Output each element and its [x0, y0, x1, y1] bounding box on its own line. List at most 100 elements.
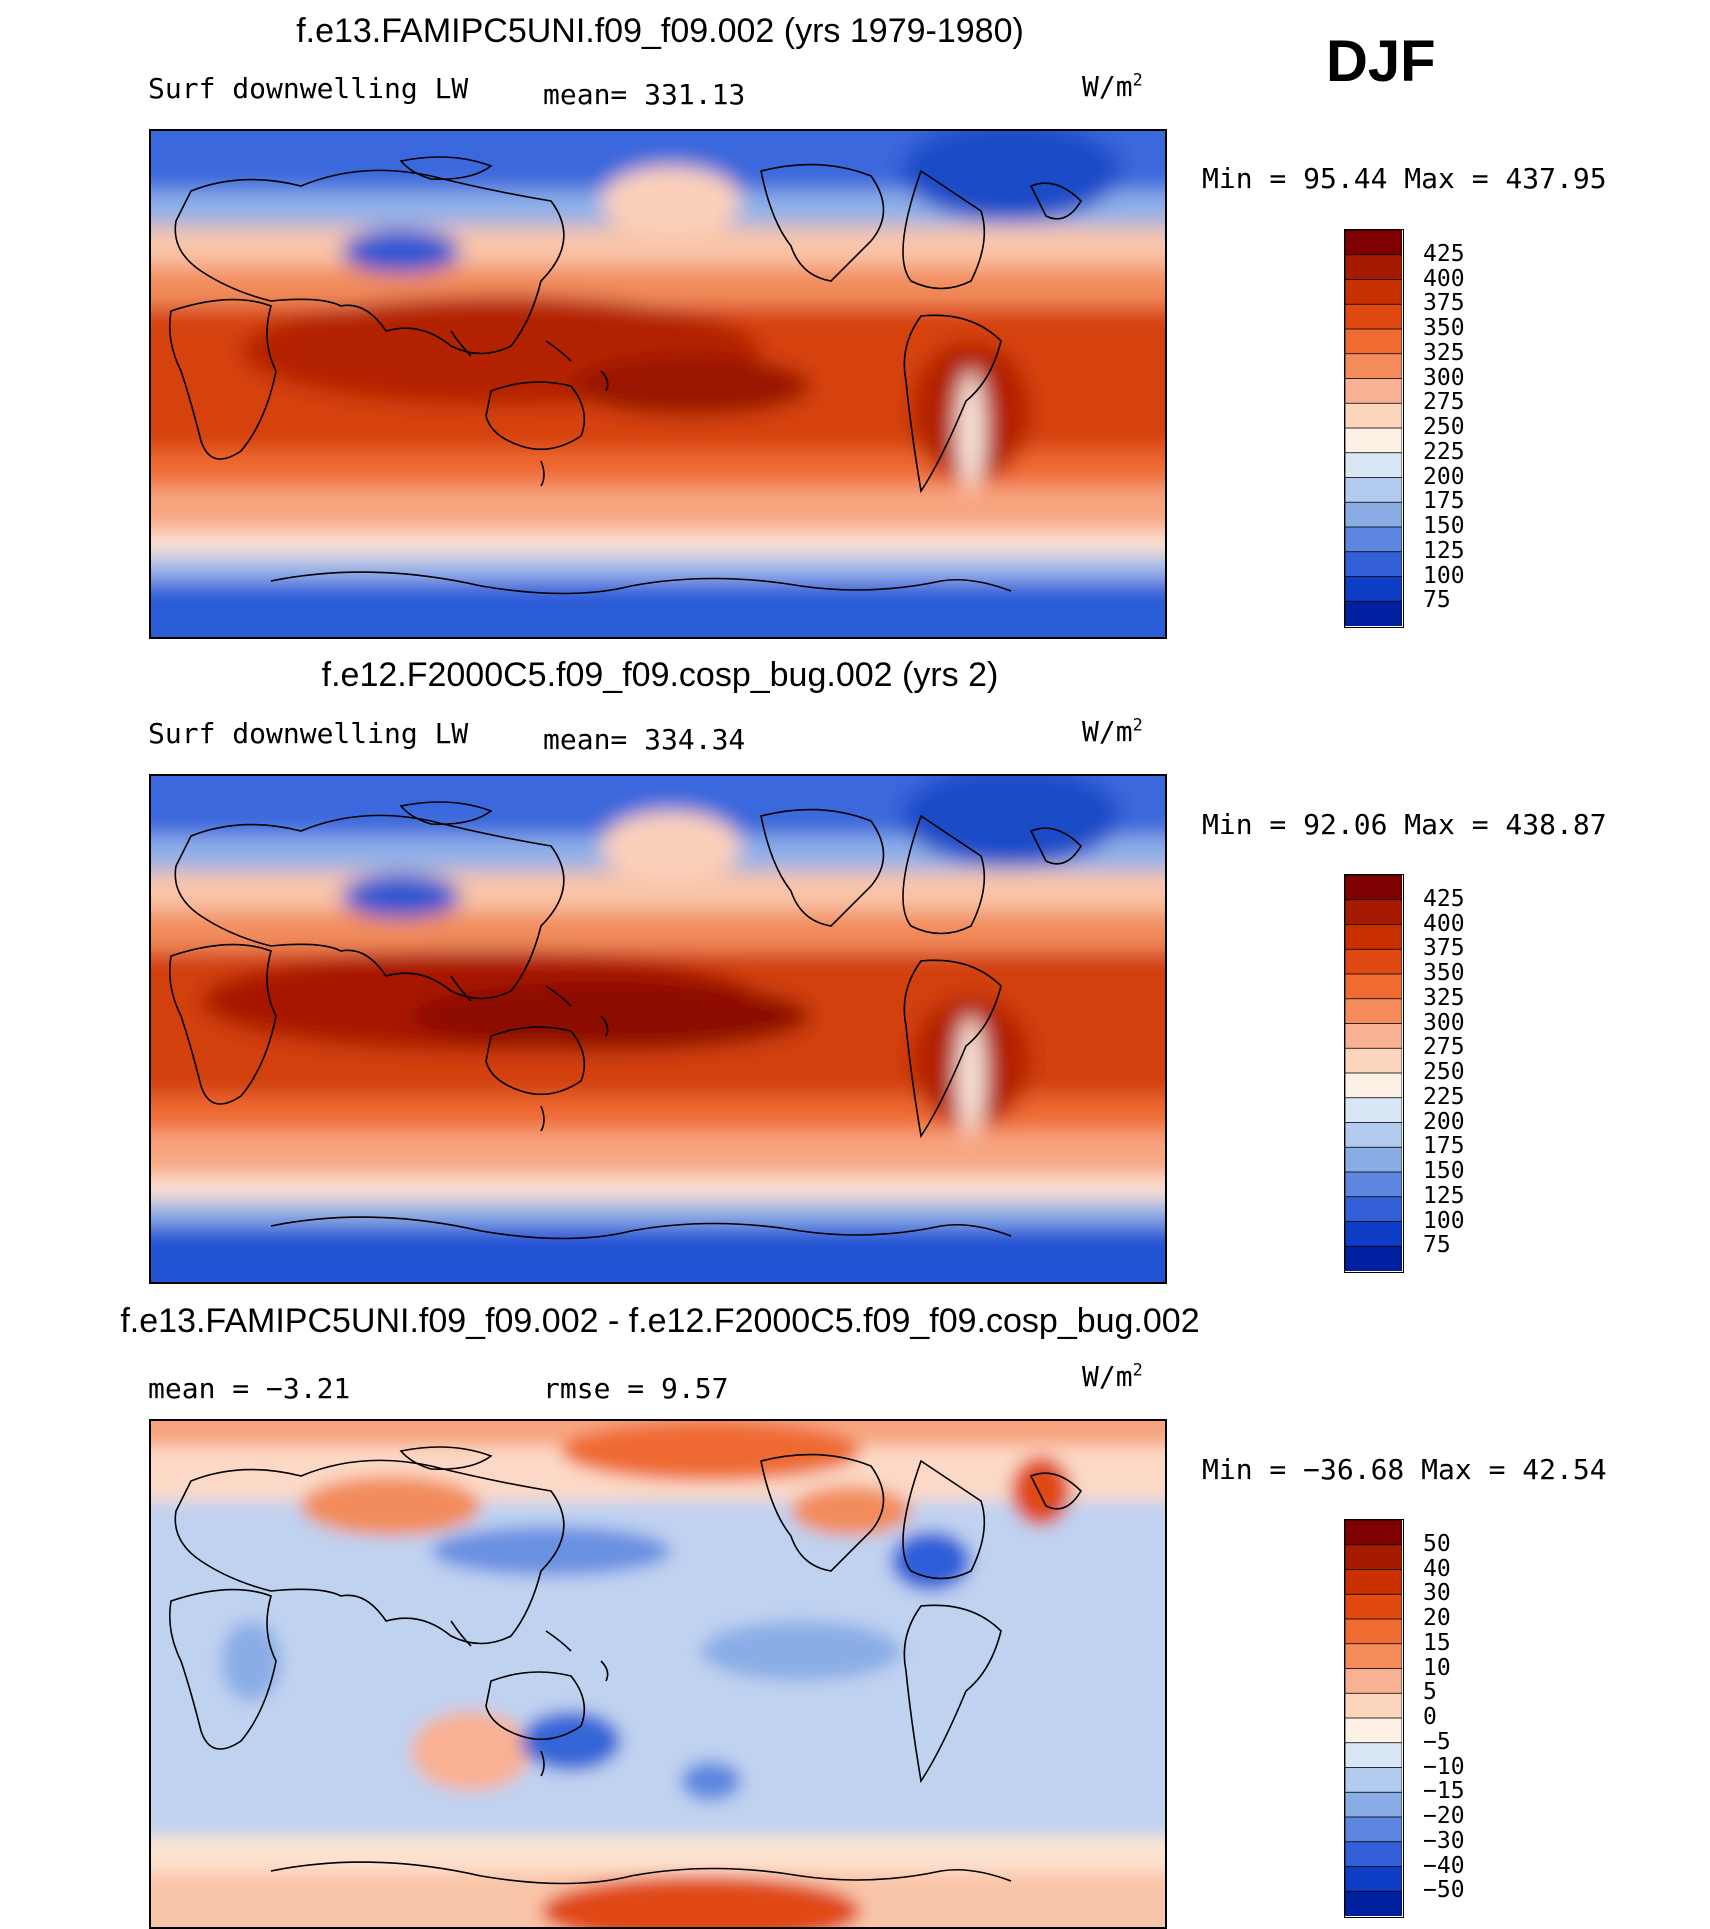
panel2-coastlines	[168, 801, 1083, 1240]
colorbar-swatch	[1345, 477, 1402, 504]
panel2-minmax: Min = 92.06 Max = 438.87	[1202, 808, 1607, 841]
panel1-coastlines	[168, 156, 1083, 595]
panel3-field	[151, 1421, 1165, 1927]
colorbar-tick-label: 425	[1423, 240, 1465, 267]
panel3-colorbar	[1344, 1519, 1404, 1918]
colorbar-tick-label: 250	[1423, 1059, 1465, 1085]
colorbar-swatch	[1345, 551, 1402, 578]
colorbar-tick-label: 425	[1423, 885, 1465, 912]
colorbar-swatch	[1345, 1890, 1402, 1916]
colorbar-tick-label: 225	[1423, 438, 1465, 465]
colorbar-tick-label: 5	[1423, 1679, 1437, 1706]
panel1-title: f.e13.FAMIPC5UNI.f09_f09.002 (yrs 1979-1…	[296, 12, 1024, 50]
colorbar-swatch	[1345, 1520, 1402, 1546]
colorbar-tick-label: 375	[1423, 935, 1465, 962]
panel2-map	[149, 774, 1167, 1284]
colorbar-tick-label: 300	[1423, 364, 1465, 391]
colorbar-tick-label: 325	[1423, 984, 1465, 1011]
colorbar-swatch	[1345, 1171, 1402, 1198]
colorbar-swatch	[1345, 1618, 1402, 1645]
colorbar-tick-label: −10	[1423, 1753, 1465, 1780]
colorbar-tick-label: 0	[1423, 1704, 1437, 1730]
colorbar-swatch	[1345, 402, 1402, 429]
colorbar-swatch	[1345, 1643, 1402, 1670]
panel1-units: W/m2	[1082, 69, 1143, 103]
panel2-title: f.e12.F2000C5.f09_f09.cosp_bug.002 (yrs …	[321, 656, 999, 694]
colorbar-swatch	[1345, 303, 1402, 330]
panel3-rmse-label: rmse = 9.57	[543, 1372, 729, 1405]
colorbar-tick-label: −15	[1423, 1778, 1465, 1805]
colorbar-tick-label: 275	[1423, 1034, 1465, 1061]
colorbar-tick-label: 40	[1423, 1555, 1451, 1582]
colorbar-tick-label: 300	[1423, 1009, 1465, 1036]
colorbar-swatch	[1345, 1593, 1402, 1620]
colorbar-tick-label: 50	[1423, 1530, 1451, 1557]
colorbar-swatch	[1345, 973, 1402, 1000]
colorbar-tick-label: −40	[1423, 1852, 1465, 1879]
colorbar-swatch	[1345, 501, 1402, 528]
colorbar-tick-label: −30	[1423, 1827, 1465, 1854]
colorbar-swatch	[1345, 1717, 1402, 1744]
colorbar-swatch	[1345, 600, 1402, 626]
colorbar-tick-label: 275	[1423, 389, 1465, 416]
colorbar-tick-label: 100	[1423, 1207, 1465, 1234]
panel2-units: W/m2	[1082, 714, 1143, 748]
colorbar-tick-label: 125	[1423, 537, 1465, 564]
colorbar-swatch	[1345, 576, 1402, 603]
colorbar-swatch	[1345, 353, 1402, 380]
colorbar-tick-label: 200	[1423, 463, 1465, 490]
panel3-map	[149, 1419, 1167, 1929]
panel1-map	[149, 129, 1167, 639]
colorbar-swatch	[1345, 1791, 1402, 1818]
colorbar-swatch	[1345, 1221, 1402, 1248]
colorbar-tick-label: 20	[1423, 1605, 1451, 1631]
colorbar-swatch	[1345, 1816, 1402, 1843]
panel3-colorbar-labels: 50 40 30 20 15 10 5 0 −5 −10 −15 −20 −30 −40 −50	[1423, 1530, 1503, 1902]
colorbar-tick-label: 15	[1423, 1629, 1451, 1656]
colorbar-swatch	[1345, 526, 1402, 553]
colorbar-swatch	[1345, 427, 1402, 454]
colorbar-tick-label: 150	[1423, 1158, 1465, 1184]
colorbar-swatch	[1345, 230, 1402, 256]
colorbar-tick-label: 75	[1423, 587, 1451, 614]
colorbar-swatch	[1345, 1196, 1402, 1223]
panel3-mean-label: mean = −3.21	[148, 1372, 351, 1405]
panel1-colorbar	[1344, 229, 1404, 628]
colorbar-swatch	[1345, 998, 1402, 1025]
colorbar-tick-label: −20	[1423, 1803, 1465, 1829]
colorbar-tick-label: 200	[1423, 1108, 1465, 1135]
colorbar-swatch	[1345, 1097, 1402, 1124]
colorbar-swatch	[1345, 279, 1402, 306]
colorbar-tick-label: 30	[1423, 1580, 1451, 1607]
colorbar-swatch	[1345, 1742, 1402, 1769]
panel2-variable-label: Surf downwelling LW	[148, 717, 469, 750]
colorbar-swatch	[1345, 875, 1402, 901]
panel2-colorbar	[1344, 874, 1404, 1273]
colorbar-swatch	[1345, 924, 1402, 951]
season-label: DJF	[1326, 29, 1436, 94]
colorbar-swatch	[1345, 254, 1402, 281]
panel3-coastlines	[168, 1446, 1083, 1885]
colorbar-swatch	[1345, 328, 1402, 355]
colorbar-swatch	[1345, 1023, 1402, 1050]
colorbar-swatch	[1345, 378, 1402, 405]
colorbar-tick-label: 350	[1423, 315, 1465, 341]
panel1-minmax: Min = 95.44 Max = 437.95	[1202, 162, 1607, 195]
colorbar-tick-label: 325	[1423, 339, 1465, 366]
colorbar-tick-label: 75	[1423, 1232, 1451, 1259]
colorbar-swatch	[1345, 1122, 1402, 1149]
colorbar-swatch	[1345, 1692, 1402, 1719]
panel3-title: f.e13.FAMIPC5UNI.f09_f09.002 - f.e12.F20…	[120, 1302, 1200, 1340]
colorbar-tick-label: 400	[1423, 910, 1465, 937]
colorbar-swatch	[1345, 1569, 1402, 1596]
colorbar-swatch	[1345, 1047, 1402, 1074]
panel2-mean-label: mean= 334.34	[543, 723, 746, 756]
panel1-colorbar-labels: 425 400 375 350 325 300 275 250 225 200 175 150 125 1…	[1423, 240, 1503, 612]
colorbar-swatch	[1345, 1866, 1402, 1893]
colorbar-tick-label: −5	[1423, 1728, 1451, 1755]
colorbar-swatch	[1345, 1841, 1402, 1868]
colorbar-tick-label: 175	[1423, 1133, 1465, 1160]
colorbar-tick-label: 125	[1423, 1182, 1465, 1209]
panel1-variable-label: Surf downwelling LW	[148, 72, 469, 105]
colorbar-tick-label: 150	[1423, 513, 1465, 539]
